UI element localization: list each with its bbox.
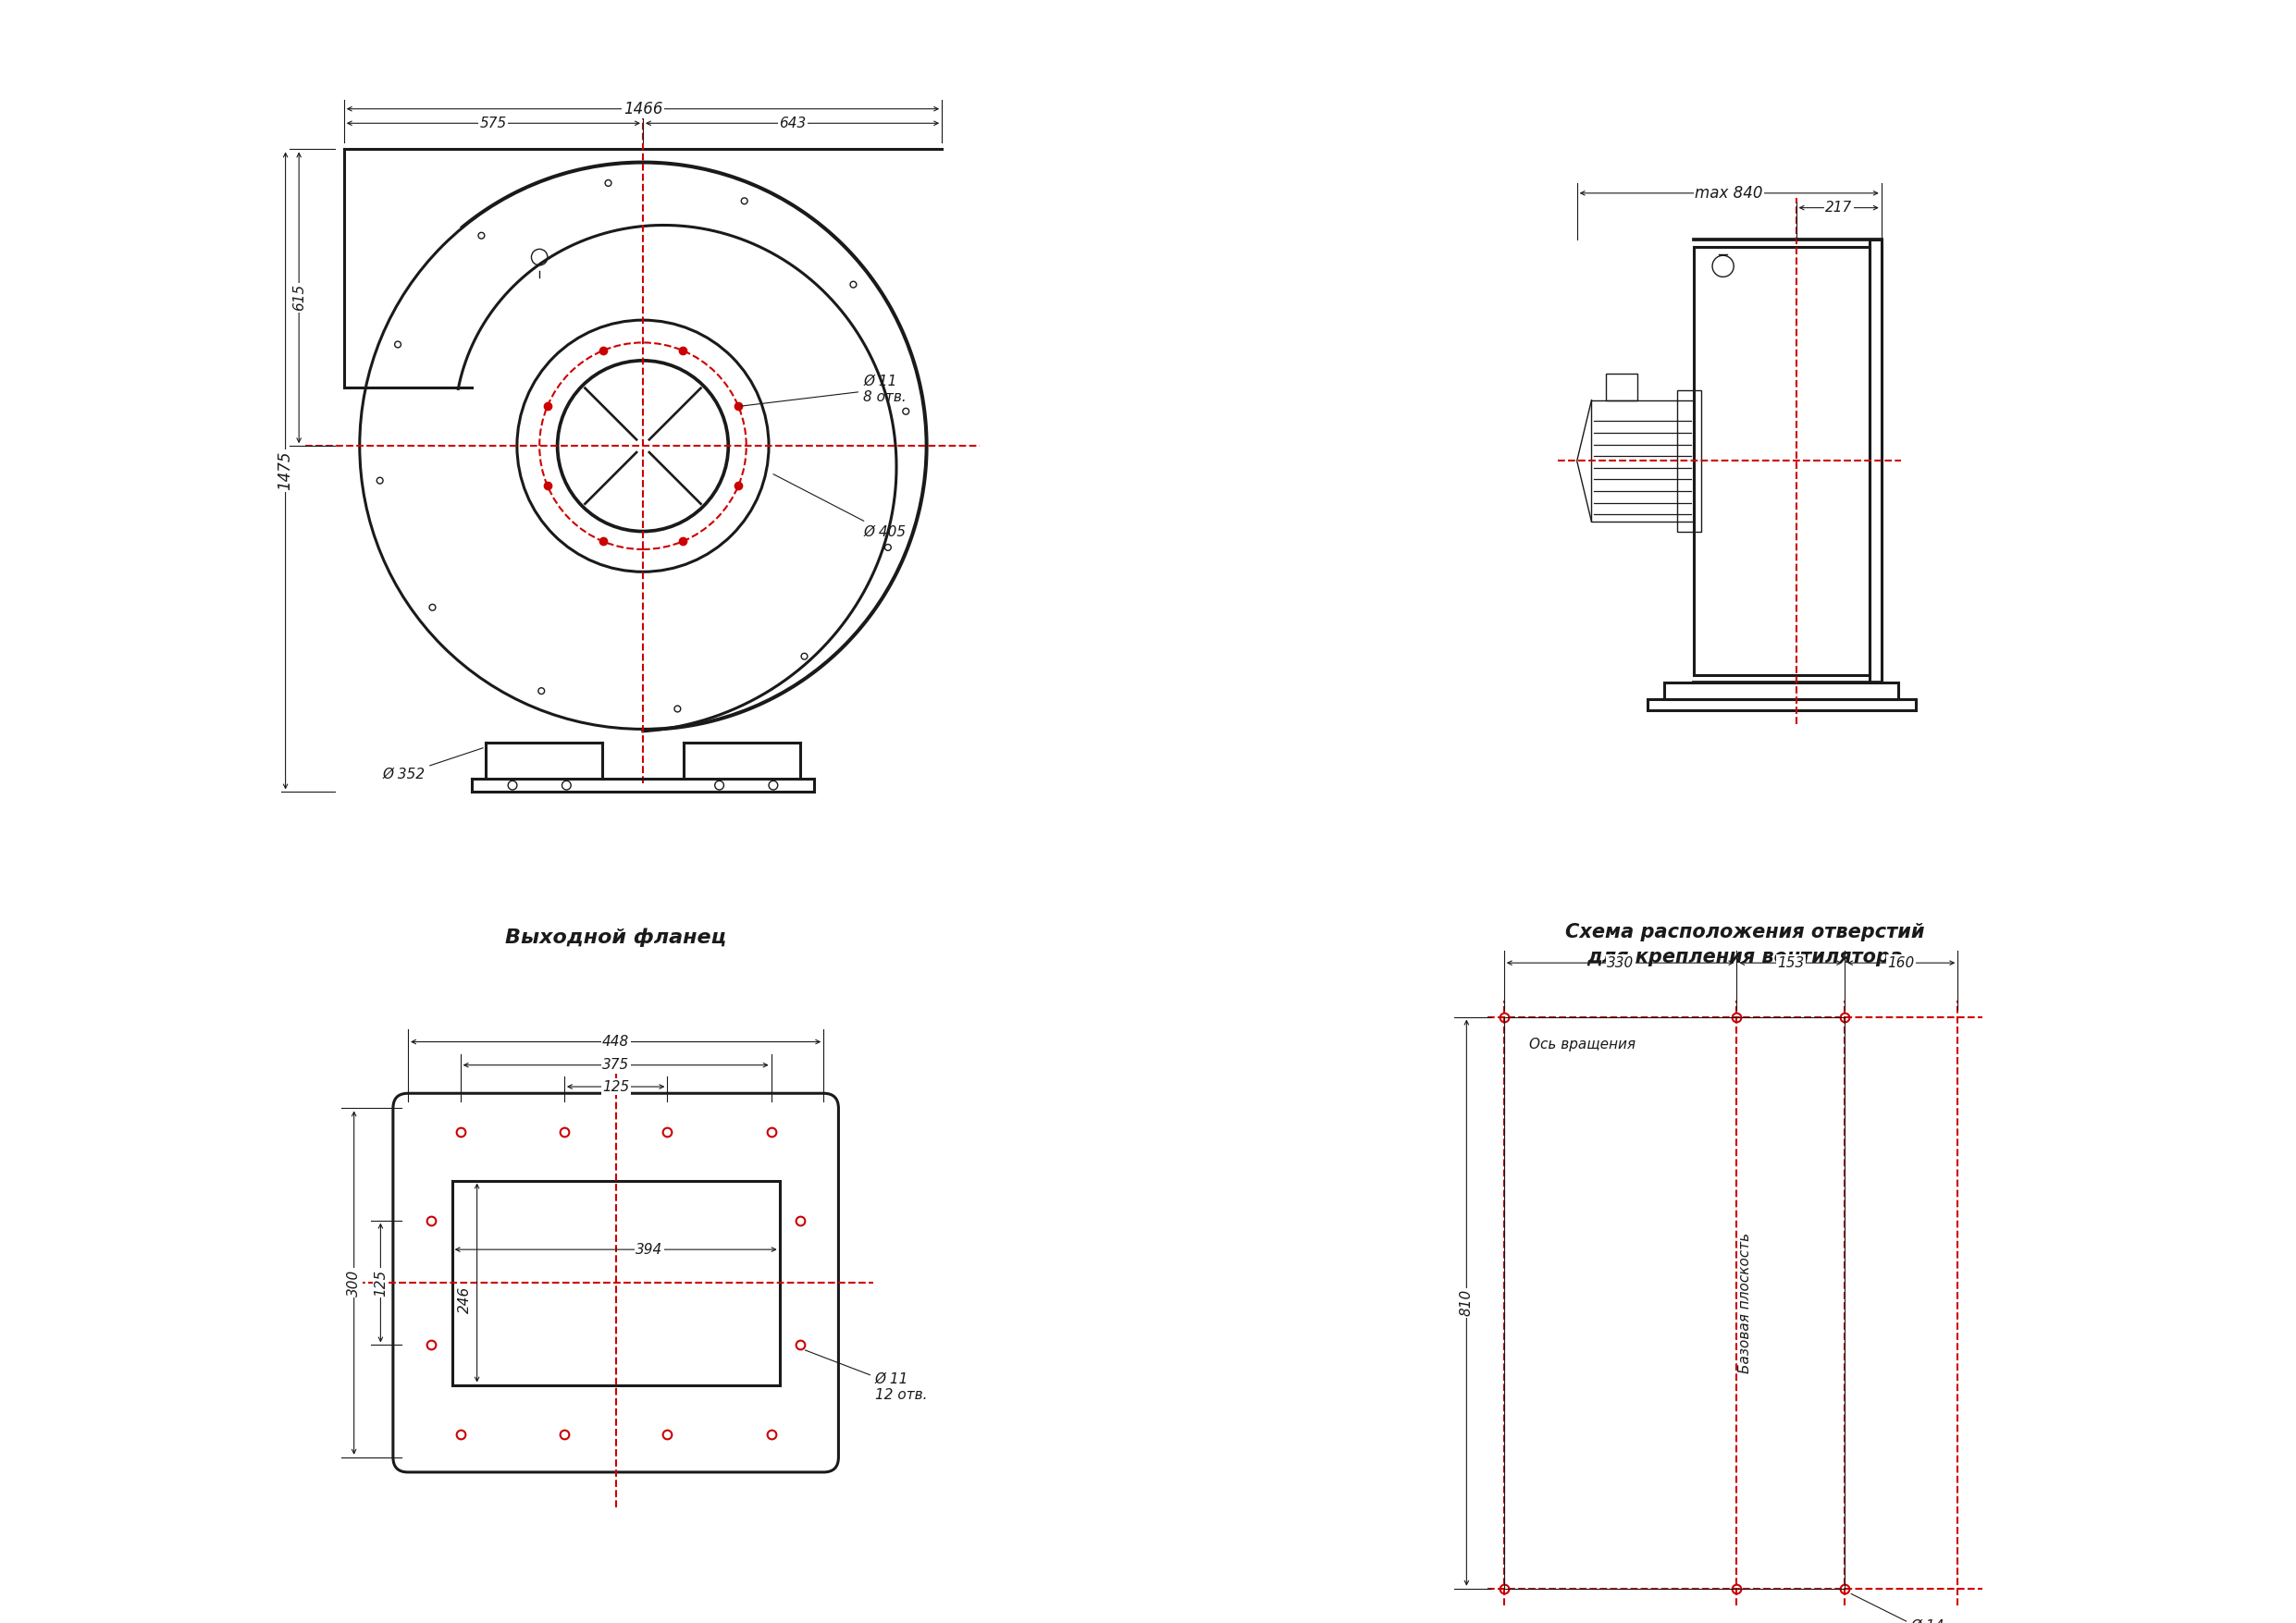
Text: 153: 153	[1777, 956, 1805, 971]
Text: 1466: 1466	[622, 101, 664, 117]
Text: 575: 575	[480, 117, 507, 130]
Text: 615: 615	[292, 284, 305, 312]
Text: Базовая плоскость: Базовая плоскость	[1738, 1232, 1752, 1373]
Text: 375: 375	[602, 1058, 629, 1073]
Text: 125: 125	[602, 1079, 629, 1094]
Text: Ø 14
6 отв.: Ø 14 6 отв.	[1851, 1594, 1954, 1623]
Text: для крепления вентилятора: для крепления вентилятора	[1587, 948, 1903, 966]
Text: Ø 11
8 отв.: Ø 11 8 отв.	[742, 373, 907, 406]
Text: 1475: 1475	[278, 451, 294, 490]
Text: 125: 125	[374, 1269, 388, 1297]
Bar	[1591, 401, 1694, 523]
Text: max 840: max 840	[1694, 185, 1763, 201]
Bar	[1607, 373, 1637, 401]
Text: Ø 405: Ø 405	[774, 474, 907, 539]
Text: Ø 352: Ø 352	[381, 748, 482, 781]
Bar	[1665, 682, 1899, 700]
Bar	[1676, 391, 1701, 532]
Text: 643: 643	[778, 117, 806, 130]
Text: 246: 246	[457, 1285, 471, 1313]
Text: 448: 448	[602, 1035, 629, 1048]
Text: 160: 160	[1887, 956, 1915, 971]
Text: Ø 11
12 отв.: Ø 11 12 отв.	[806, 1350, 928, 1402]
Bar	[452, 1180, 778, 1384]
Text: Ось вращения: Ось вращения	[1529, 1037, 1635, 1052]
Bar	[1649, 700, 1915, 711]
Text: 217: 217	[1825, 201, 1853, 214]
Text: 394: 394	[636, 1243, 664, 1256]
Text: Схема расположения отверстий: Схема расположения отверстий	[1566, 923, 1924, 941]
Text: 330: 330	[1607, 956, 1635, 971]
Text: Выходной фланец: Выходной фланец	[505, 928, 726, 948]
Bar	[1694, 247, 1869, 675]
Text: 300: 300	[347, 1269, 360, 1297]
Bar	[1869, 240, 1880, 682]
Text: 810: 810	[1460, 1289, 1474, 1316]
